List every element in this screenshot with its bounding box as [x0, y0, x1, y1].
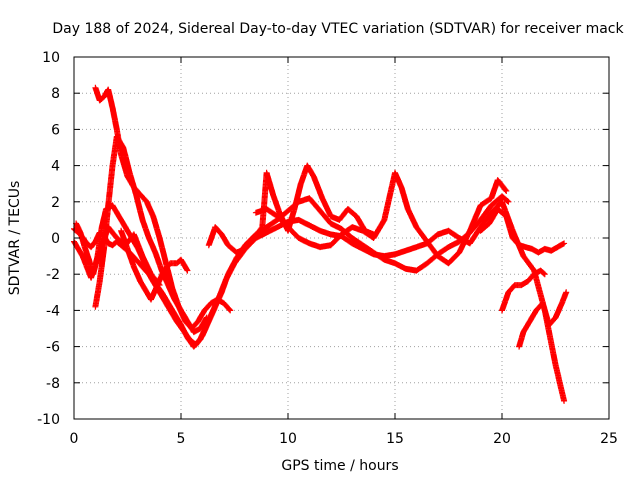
series-markers	[477, 206, 568, 256]
x-tick-label: 20	[493, 431, 511, 447]
axis-ticks	[73, 56, 610, 420]
y-tick-labels: -10 -8 -6 -4 -2 0 2 4 6 8 10	[37, 50, 60, 428]
y-tick-label: -8	[46, 376, 60, 392]
series-markers	[205, 162, 377, 256]
grid	[74, 57, 609, 419]
series-markers	[516, 289, 570, 350]
y-tick-label: 2	[51, 195, 60, 211]
x-tick-label: 25	[600, 431, 618, 447]
data-points	[71, 84, 570, 404]
series-track-10	[516, 289, 570, 350]
series-track-8	[477, 206, 568, 256]
y-tick-label: 6	[51, 122, 60, 138]
y-tick-label: -10	[37, 412, 60, 428]
x-tick-labels: 0 5 10 15 20 25	[70, 431, 618, 447]
series-markers	[499, 267, 548, 314]
series-markers	[92, 133, 210, 336]
series-track-9	[499, 267, 548, 314]
series-track-4	[92, 133, 210, 336]
series-markers	[252, 169, 510, 267]
y-tick-label: 0	[51, 231, 60, 247]
x-tick-label: 0	[70, 431, 79, 447]
y-tick-label: 4	[51, 159, 60, 175]
y-tick-label: -6	[46, 340, 60, 356]
x-tick-label: 10	[279, 431, 297, 447]
y-tick-label: -4	[46, 303, 60, 319]
y-tick-label: -2	[46, 267, 60, 283]
series-track-6	[205, 162, 377, 256]
x-tick-label: 5	[177, 431, 186, 447]
chart-title: Day 188 of 2024, Sidereal Day-to-day VTE…	[52, 21, 624, 37]
y-axis-label: SDTVAR / TECUs	[7, 181, 23, 296]
x-axis-label: GPS time / hours	[281, 458, 398, 474]
x-tick-label: 15	[386, 431, 404, 447]
y-tick-label: 10	[42, 50, 60, 66]
series-track-7	[252, 169, 510, 267]
y-tick-label: 8	[51, 86, 60, 102]
